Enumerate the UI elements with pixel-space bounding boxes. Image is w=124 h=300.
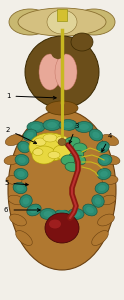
Ellipse shape bbox=[25, 36, 99, 108]
Ellipse shape bbox=[8, 195, 24, 205]
Ellipse shape bbox=[65, 162, 79, 172]
Ellipse shape bbox=[73, 9, 115, 35]
Ellipse shape bbox=[98, 185, 106, 191]
Ellipse shape bbox=[33, 148, 43, 155]
Ellipse shape bbox=[74, 155, 86, 165]
Ellipse shape bbox=[71, 33, 93, 51]
Ellipse shape bbox=[29, 133, 71, 161]
Ellipse shape bbox=[16, 185, 24, 191]
Ellipse shape bbox=[98, 214, 114, 226]
Ellipse shape bbox=[64, 137, 80, 147]
Text: 6: 6 bbox=[4, 207, 40, 213]
Text: 5: 5 bbox=[4, 180, 28, 186]
Ellipse shape bbox=[68, 151, 84, 161]
Ellipse shape bbox=[92, 195, 104, 207]
Ellipse shape bbox=[86, 207, 94, 213]
Ellipse shape bbox=[21, 144, 27, 150]
Ellipse shape bbox=[43, 119, 61, 130]
Ellipse shape bbox=[79, 124, 89, 130]
Ellipse shape bbox=[92, 230, 108, 245]
Ellipse shape bbox=[32, 146, 56, 164]
Ellipse shape bbox=[63, 122, 73, 128]
Ellipse shape bbox=[95, 197, 101, 205]
Ellipse shape bbox=[30, 207, 38, 213]
Ellipse shape bbox=[58, 139, 66, 145]
Ellipse shape bbox=[26, 132, 34, 138]
Ellipse shape bbox=[15, 154, 29, 166]
Ellipse shape bbox=[73, 143, 87, 153]
Ellipse shape bbox=[20, 195, 32, 207]
Ellipse shape bbox=[4, 155, 20, 165]
Ellipse shape bbox=[47, 10, 77, 34]
Ellipse shape bbox=[101, 157, 109, 163]
Ellipse shape bbox=[92, 132, 100, 138]
Ellipse shape bbox=[39, 54, 61, 90]
Ellipse shape bbox=[102, 176, 118, 184]
Ellipse shape bbox=[95, 182, 109, 194]
Ellipse shape bbox=[27, 204, 41, 216]
Ellipse shape bbox=[40, 208, 56, 220]
Ellipse shape bbox=[54, 209, 70, 220]
Ellipse shape bbox=[23, 129, 37, 141]
Ellipse shape bbox=[55, 54, 77, 90]
Ellipse shape bbox=[59, 119, 77, 130]
Ellipse shape bbox=[46, 101, 78, 115]
Ellipse shape bbox=[100, 171, 108, 177]
Ellipse shape bbox=[13, 182, 27, 194]
Ellipse shape bbox=[100, 195, 116, 205]
Ellipse shape bbox=[18, 8, 106, 36]
Ellipse shape bbox=[51, 45, 65, 59]
Ellipse shape bbox=[72, 211, 80, 217]
Text: 2: 2 bbox=[6, 127, 36, 143]
Ellipse shape bbox=[83, 204, 97, 216]
Ellipse shape bbox=[49, 220, 61, 229]
Ellipse shape bbox=[89, 129, 103, 141]
Ellipse shape bbox=[104, 155, 120, 165]
Text: 4: 4 bbox=[102, 133, 112, 152]
Text: 3: 3 bbox=[69, 123, 78, 143]
Ellipse shape bbox=[14, 168, 28, 180]
Ellipse shape bbox=[9, 9, 51, 35]
FancyBboxPatch shape bbox=[57, 9, 67, 21]
Ellipse shape bbox=[31, 124, 41, 130]
Ellipse shape bbox=[31, 130, 93, 210]
Ellipse shape bbox=[47, 122, 57, 128]
Ellipse shape bbox=[53, 145, 71, 159]
Ellipse shape bbox=[97, 168, 111, 180]
Ellipse shape bbox=[17, 171, 25, 177]
Ellipse shape bbox=[34, 138, 46, 146]
Ellipse shape bbox=[10, 214, 26, 226]
Ellipse shape bbox=[48, 152, 60, 158]
Ellipse shape bbox=[56, 136, 68, 144]
Ellipse shape bbox=[23, 197, 29, 205]
Ellipse shape bbox=[58, 212, 66, 218]
Ellipse shape bbox=[101, 134, 119, 146]
Ellipse shape bbox=[100, 144, 106, 150]
Ellipse shape bbox=[18, 157, 26, 163]
Ellipse shape bbox=[18, 141, 30, 153]
Ellipse shape bbox=[61, 155, 75, 165]
Ellipse shape bbox=[75, 122, 93, 133]
Ellipse shape bbox=[43, 134, 57, 142]
Ellipse shape bbox=[27, 122, 45, 133]
Ellipse shape bbox=[68, 208, 84, 220]
Ellipse shape bbox=[5, 134, 23, 146]
Ellipse shape bbox=[97, 141, 109, 153]
Ellipse shape bbox=[6, 176, 22, 184]
Ellipse shape bbox=[45, 213, 79, 243]
Ellipse shape bbox=[44, 211, 52, 217]
Ellipse shape bbox=[98, 154, 112, 166]
Ellipse shape bbox=[16, 230, 32, 245]
Text: 1: 1 bbox=[6, 93, 56, 99]
Ellipse shape bbox=[8, 110, 116, 270]
